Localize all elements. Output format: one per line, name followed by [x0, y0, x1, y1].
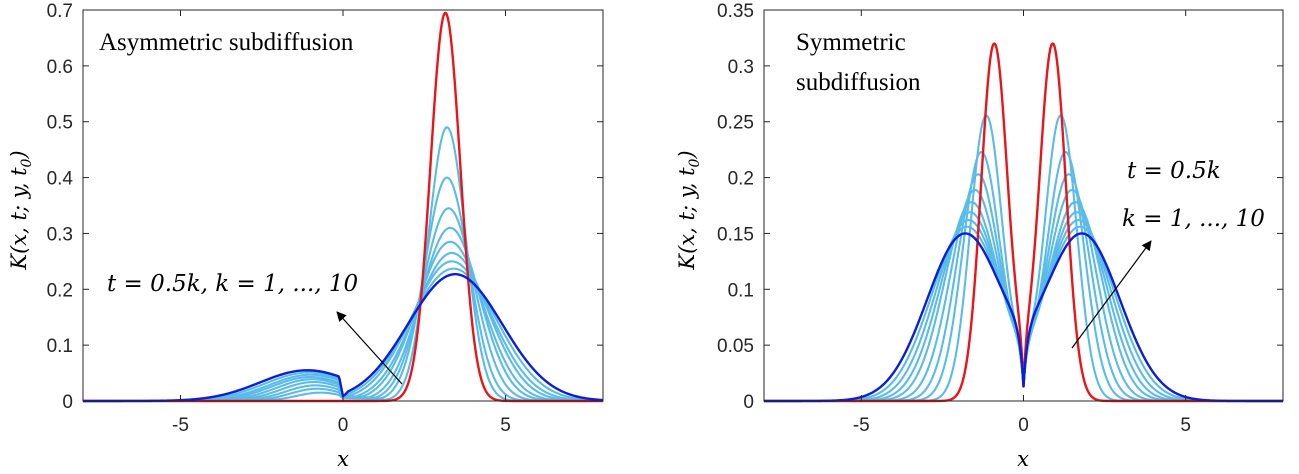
- left-series-line-t3: [82, 240, 604, 403]
- left-ylabel-close: ): [7, 150, 31, 159]
- right-note-params-2: k = 1, ..., 10: [1122, 206, 1265, 232]
- right-xtick-label: -5: [853, 415, 870, 436]
- right-note-title-2: subdiffusion: [796, 69, 921, 96]
- left-chart-panel: 00.10.20.30.40.50.60.7-5 0 5 K(x, t; y, t0…: [7, 1, 604, 471]
- right-ylabel-main: K(x, t; y, t: [675, 167, 699, 271]
- left-ytick-label: 0.6: [47, 57, 73, 78]
- left-xlabel: x: [337, 447, 349, 471]
- right-chart-panel: 0 0.05 0.1 0.15 0.2 0.25 0.3 0.35 -5 0 5 K(x, t; y…: [675, 1, 1284, 471]
- left-series-line-t0.5: [82, 11, 604, 403]
- left-ytick-label: 0.7: [47, 1, 73, 22]
- left-axes-frame: [82, 9, 604, 402]
- left-ytick-label: 0.1: [47, 336, 73, 357]
- right-xtick-label: 0: [1018, 415, 1029, 436]
- left-ytick-label: 0.4: [47, 169, 74, 190]
- left-series-line-t2: [82, 207, 604, 403]
- left-ytick-label: 0: [62, 392, 73, 413]
- left-ytick-label: 0.3: [47, 224, 73, 245]
- left-arrow: [336, 311, 403, 385]
- right-ylabel-sub: 0: [687, 158, 703, 167]
- left-xtick-label: 0: [338, 415, 349, 436]
- right-ytick-label: 0.2: [728, 169, 754, 190]
- right-ytick-label: 0.35: [717, 1, 754, 22]
- right-ytick-label: 0.15: [717, 224, 754, 245]
- left-ylabel-sub: 0: [19, 158, 35, 167]
- left-ylabel: K(x, t; y, t0): [7, 150, 35, 270]
- left-xtick-label: 5: [500, 415, 511, 436]
- left-ylabel-main: K(x, t; y, t: [7, 167, 31, 271]
- right-ytick-label: 0.3: [728, 57, 754, 78]
- right-xtick-label: 5: [1180, 415, 1191, 436]
- right-xlabel: x: [1017, 447, 1029, 471]
- left-series-group: [82, 11, 604, 403]
- right-ylabel-close: ): [675, 150, 699, 159]
- right-note-params-1: t = 0.5k: [1127, 158, 1221, 184]
- right-ytick-label: 0.05: [717, 336, 754, 357]
- right-series-line-t5: [763, 232, 1284, 403]
- right-ytick-label: 0.1: [728, 280, 754, 301]
- right-ytick-label: 0.25: [717, 113, 754, 134]
- left-xtick-label: -5: [172, 415, 189, 436]
- left-ticks-group: 0 0.1 0.2 0.3 0.4 0.5 0.6 0.7 -5 0 5: [47, 1, 603, 436]
- left-ytick-label: 0.5: [47, 113, 73, 134]
- right-note-title-1: Symmetric: [796, 29, 906, 56]
- right-ticks-group: 0 0.05 0.1 0.15 0.2 0.25 0.3 0.35 -5 0 5: [717, 1, 1283, 436]
- left-ytick-label: 0.2: [47, 280, 73, 301]
- left-note-title: Asymmetric subdiffusion: [99, 29, 354, 56]
- right-ytick-label: 0: [743, 392, 754, 413]
- right-ylabel: K(x, t; y, t0): [675, 150, 703, 270]
- left-note-params: t = 0.5k, k = 1, ..., 10: [107, 271, 358, 297]
- right-arrow: [1071, 240, 1152, 349]
